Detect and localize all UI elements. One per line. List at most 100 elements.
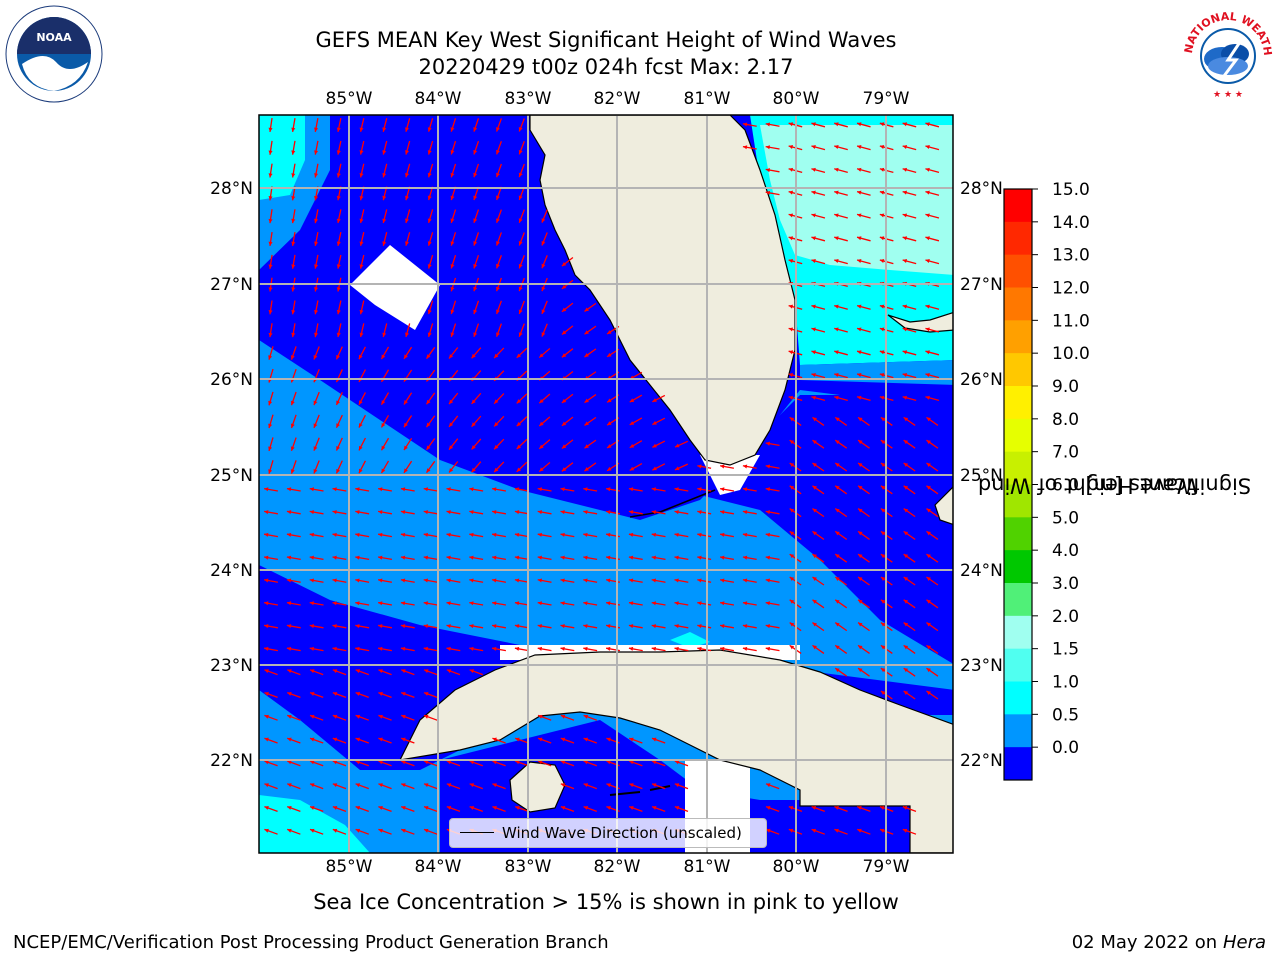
wave-direction-arrow bbox=[359, 232, 365, 246]
lon-label-bottom: 81°W bbox=[684, 857, 731, 877]
wave-direction-arrow bbox=[697, 646, 712, 652]
wave-direction-arrow bbox=[309, 737, 324, 744]
wave-direction-arrow bbox=[514, 760, 529, 767]
wave-direction-arrow bbox=[765, 122, 780, 127]
wave-direction-arrow bbox=[446, 487, 461, 492]
wave-direction-arrow bbox=[926, 439, 939, 449]
wave-direction-arrow bbox=[674, 578, 689, 583]
wave-direction-arrow bbox=[446, 783, 461, 790]
wave-direction-arrow bbox=[651, 487, 666, 492]
wave-direction-arrow bbox=[812, 576, 825, 586]
wave-direction-arrow bbox=[651, 510, 666, 515]
wave-direction-arrow bbox=[561, 439, 574, 450]
wave-direction-arrow bbox=[856, 190, 871, 196]
wave-direction-arrow bbox=[674, 487, 689, 492]
wave-direction-arrow bbox=[856, 167, 871, 174]
wave-direction-arrow bbox=[856, 327, 871, 333]
wave-direction-arrow bbox=[400, 760, 415, 767]
wave-direction-arrow bbox=[811, 190, 826, 196]
wave-direction-arrow bbox=[537, 555, 552, 561]
wave-direction-arrow bbox=[903, 462, 916, 472]
wave-direction-arrow bbox=[583, 555, 598, 561]
wave-direction-arrow bbox=[400, 624, 415, 629]
wave-direction-arrow bbox=[856, 373, 871, 379]
wave-direction-arrow bbox=[834, 828, 848, 835]
wave-direction-arrow bbox=[332, 760, 347, 767]
wave-direction-arrow bbox=[313, 414, 320, 429]
colorbar-swatch bbox=[1004, 254, 1032, 288]
wave-direction-arrow bbox=[811, 213, 826, 219]
wave-direction-arrow bbox=[584, 416, 597, 426]
colorbar-swatch bbox=[1004, 615, 1032, 650]
wave-direction-arrow bbox=[765, 145, 780, 150]
wave-direction-arrow bbox=[359, 163, 365, 178]
wave-direction-arrow bbox=[628, 487, 643, 492]
wave-direction-arrow bbox=[359, 118, 365, 132]
wave-direction-arrow bbox=[427, 300, 434, 315]
wave-direction-arrow bbox=[719, 555, 735, 561]
lat-label-left: 22°N bbox=[210, 751, 253, 771]
wave-direction-arrow bbox=[473, 232, 480, 246]
wave-direction-arrow bbox=[925, 145, 940, 151]
wave-direction-arrow bbox=[268, 300, 273, 315]
chart-title: GEFS MEAN Key West Significant Height of… bbox=[315, 28, 897, 52]
lat-label-right: 22°N bbox=[960, 751, 1003, 771]
wave-direction-arrow bbox=[448, 415, 459, 428]
wave-direction-arrow bbox=[332, 532, 347, 538]
chart-subtitle: 20220429 t00z 024h fcst Max: 2.17 bbox=[418, 55, 794, 79]
wave-direction-arrow bbox=[516, 461, 528, 473]
wave-direction-arrow bbox=[427, 232, 434, 246]
wave-direction-arrow bbox=[903, 599, 916, 609]
wave-direction-arrow bbox=[473, 209, 480, 224]
wave-direction-arrow bbox=[405, 323, 411, 338]
wave-direction-arrow bbox=[377, 487, 393, 492]
reef-islets bbox=[609, 785, 671, 796]
wave-direction-arrow bbox=[492, 760, 506, 767]
wave-direction-arrow bbox=[377, 578, 393, 583]
wave-direction-arrow bbox=[516, 438, 528, 450]
wave-direction-arrow bbox=[268, 437, 274, 452]
wave-direction-arrow bbox=[537, 760, 552, 767]
wave-direction-arrow bbox=[309, 714, 324, 721]
wave-direction-arrow bbox=[491, 601, 507, 606]
wave-direction-arrow bbox=[719, 601, 735, 606]
wave-direction-arrow bbox=[377, 601, 393, 606]
wave-direction-arrow bbox=[902, 395, 917, 402]
map-gridlines bbox=[259, 115, 953, 853]
wave-direction-arrow bbox=[355, 760, 370, 767]
land-grand-bahama bbox=[887, 312, 953, 333]
wave-direction-arrow bbox=[584, 325, 597, 335]
wave-direction-arrow bbox=[856, 236, 871, 242]
colorbar-swatch bbox=[1004, 189, 1032, 223]
wave-direction-arrow bbox=[742, 145, 757, 150]
wave-direction-arrow bbox=[834, 667, 848, 677]
colorbar-tick-label: 14.0 bbox=[1052, 213, 1090, 233]
wave-direction-arrow bbox=[427, 163, 434, 178]
wave-direction-arrow bbox=[697, 578, 712, 583]
wave-direction-arrow bbox=[674, 646, 689, 652]
wave-direction-arrow bbox=[674, 760, 689, 767]
wave-direction-arrow bbox=[309, 760, 324, 767]
wave-direction-arrow bbox=[446, 760, 461, 767]
wave-direction-arrow bbox=[309, 805, 324, 813]
wave-direction-arrow bbox=[925, 304, 940, 310]
wave-direction-arrow bbox=[834, 599, 848, 609]
wave-direction-arrow bbox=[903, 439, 916, 449]
wave-direction-arrow bbox=[471, 415, 482, 428]
wave-direction-arrow bbox=[856, 122, 871, 128]
wave-direction-arrow bbox=[425, 438, 436, 451]
wave-direction-arrow bbox=[628, 760, 643, 767]
wave-direction-arrow bbox=[469, 646, 484, 652]
lat-label-left: 25°N bbox=[210, 466, 253, 486]
wave-direction-arrow bbox=[493, 393, 505, 405]
footer-date-text: 02 May 2022 on bbox=[1071, 932, 1218, 953]
wave-direction-arrow bbox=[405, 209, 411, 224]
wave-direction-arrow bbox=[537, 714, 552, 721]
wave-direction-arrow bbox=[857, 485, 870, 495]
wave-direction-arrow bbox=[469, 601, 484, 606]
colorbar-swatch bbox=[1004, 583, 1032, 617]
wave-direction-arrow bbox=[286, 555, 301, 561]
wave-direction-arrow bbox=[628, 532, 643, 538]
wave-direction-arrow bbox=[651, 555, 666, 561]
lon-label-top: 84°W bbox=[415, 89, 462, 109]
